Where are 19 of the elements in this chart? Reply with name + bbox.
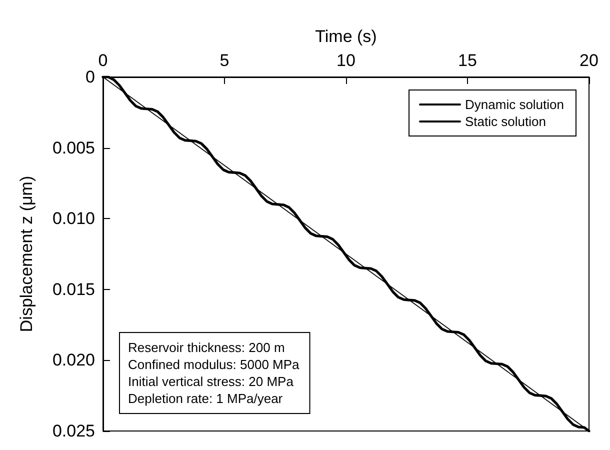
x-axis-title: Time (s)	[315, 27, 377, 46]
x-tick-label: 20	[580, 51, 598, 70]
x-tick-label: 15	[458, 51, 477, 70]
y-tick-label: 0.020	[52, 350, 95, 370]
y-tick-label: 0.025	[52, 422, 95, 440]
y-axis-title: Displacement z (μm)	[17, 176, 36, 332]
x-tick-label: 10	[336, 51, 356, 70]
annotation: Depletion rate: 1 MPa/year	[128, 391, 284, 406]
legend-label: Static solution	[465, 114, 546, 129]
y-tick-label: 0.005	[52, 138, 95, 158]
legend-label: Dynamic solution	[465, 97, 564, 112]
x-tick-label: 5	[220, 51, 230, 70]
y-tick-label: 0	[86, 68, 95, 86]
annotation: Initial vertical stress: 20 MPa	[128, 374, 294, 389]
y-tick-label: 0.015	[52, 280, 95, 299]
x-tick-label: 0	[98, 51, 108, 70]
annotation: Reservoir thickness: 200 m	[128, 340, 285, 355]
annotation: Confined modulus: 5000 MPa	[128, 357, 300, 372]
y-tick-label: 0.010	[52, 209, 95, 228]
